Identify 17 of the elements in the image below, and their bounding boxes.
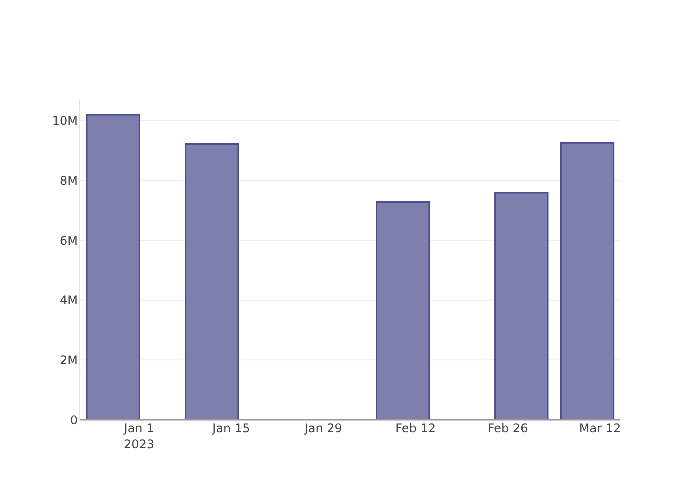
bar: [86, 114, 140, 420]
y-tick-label: 2M: [60, 353, 78, 368]
x-tick-label: Jan 29: [304, 422, 342, 436]
x-tick-label: Jan 15: [212, 422, 250, 436]
x-tick-label: Mar 12: [579, 422, 622, 436]
y-tick-label: 0: [70, 413, 78, 428]
y-tick-label: 8M: [60, 174, 78, 188]
x-tick-label: Feb 12: [396, 422, 436, 436]
bar: [376, 202, 430, 420]
bar: [560, 142, 615, 420]
bar: [494, 192, 549, 420]
y-tick-label: 4M: [60, 294, 78, 308]
x-tick-label: Jan 1 2023: [123, 422, 155, 452]
x-tick-label: Feb 26: [488, 422, 528, 436]
bar: [185, 144, 240, 420]
y-tick-label: 10M: [52, 114, 78, 128]
y-tick-label: 6M: [60, 234, 78, 248]
